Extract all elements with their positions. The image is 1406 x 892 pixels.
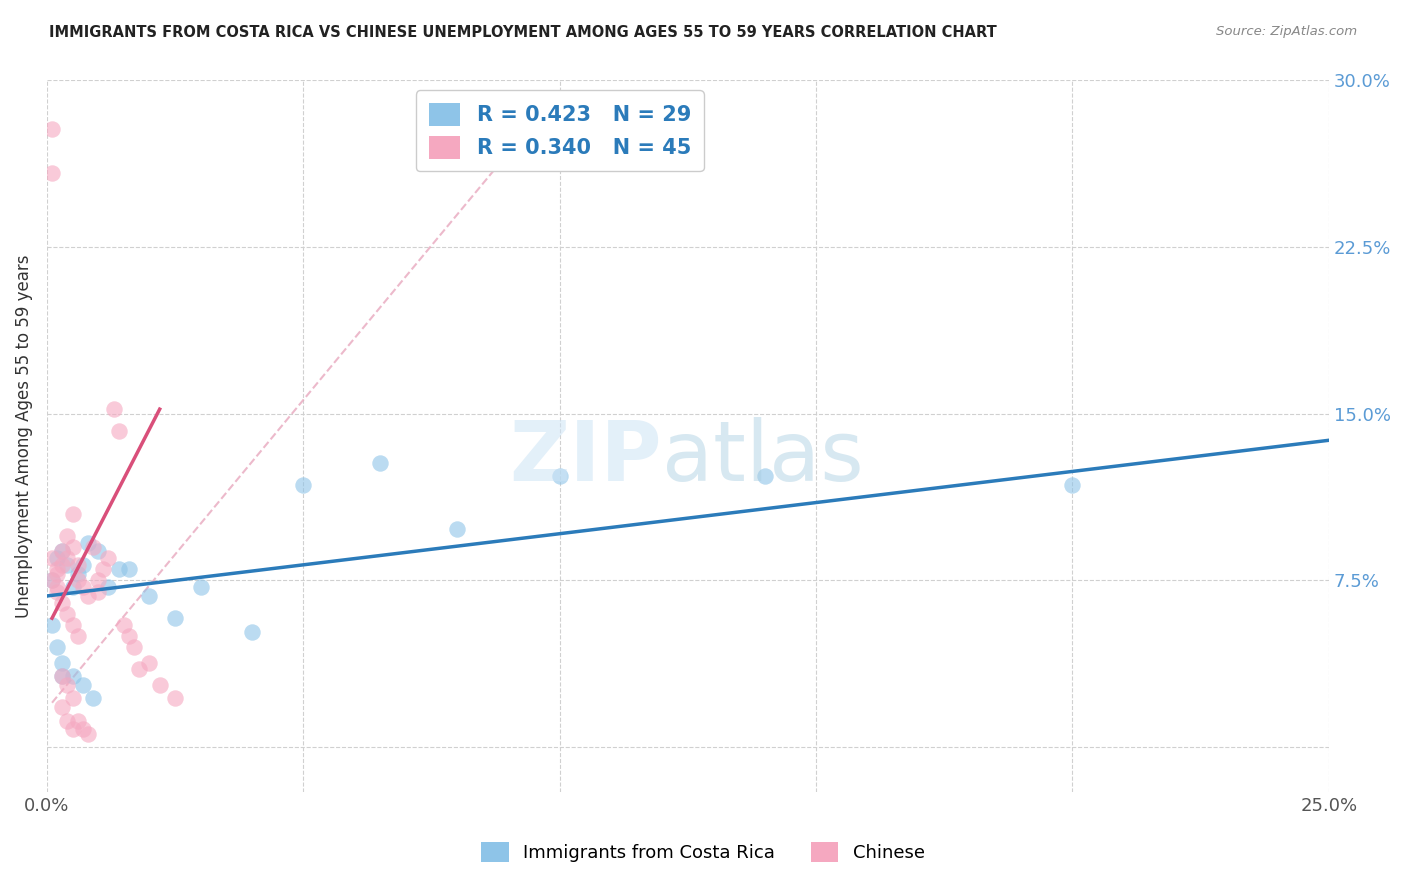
Point	[51, 656, 73, 670]
Point	[56, 607, 79, 621]
Point	[51, 596, 73, 610]
Point	[56, 678, 79, 692]
Point	[97, 551, 120, 566]
Point	[56, 529, 79, 543]
Point	[77, 535, 100, 549]
Point	[41, 574, 63, 588]
Point	[72, 558, 94, 572]
Point	[56, 551, 79, 566]
Point	[87, 544, 110, 558]
Point	[165, 691, 187, 706]
Point	[41, 618, 63, 632]
Point	[107, 562, 129, 576]
Point	[72, 678, 94, 692]
Point	[103, 402, 125, 417]
Point	[87, 584, 110, 599]
Point	[149, 678, 172, 692]
Point	[66, 714, 89, 728]
Point	[446, 522, 468, 536]
Point	[122, 640, 145, 654]
Point	[62, 618, 84, 632]
Point	[46, 566, 69, 581]
Point	[240, 624, 263, 639]
Point	[51, 669, 73, 683]
Point	[66, 558, 89, 572]
Point	[62, 540, 84, 554]
Point	[77, 589, 100, 603]
Point	[41, 551, 63, 566]
Point	[46, 584, 69, 599]
Text: IMMIGRANTS FROM COSTA RICA VS CHINESE UNEMPLOYMENT AMONG AGES 55 TO 59 YEARS COR: IMMIGRANTS FROM COSTA RICA VS CHINESE UN…	[49, 25, 997, 40]
Point	[41, 574, 63, 588]
Point	[107, 425, 129, 439]
Point	[46, 551, 69, 566]
Point	[190, 580, 212, 594]
Point	[51, 544, 73, 558]
Point	[62, 723, 84, 737]
Point	[1062, 477, 1084, 491]
Point	[51, 669, 73, 683]
Text: atlas: atlas	[662, 417, 863, 498]
Point	[77, 727, 100, 741]
Text: Source: ZipAtlas.com: Source: ZipAtlas.com	[1216, 25, 1357, 38]
Point	[46, 580, 69, 594]
Point	[56, 714, 79, 728]
Point	[62, 669, 84, 683]
Point	[118, 562, 141, 576]
Point	[41, 122, 63, 136]
Point	[51, 558, 73, 572]
Point	[292, 477, 315, 491]
Point	[56, 558, 79, 572]
Point	[51, 544, 73, 558]
Point	[62, 580, 84, 594]
Point	[754, 468, 776, 483]
Point	[72, 723, 94, 737]
Point	[368, 456, 391, 470]
Point	[112, 618, 135, 632]
Point	[46, 640, 69, 654]
Point	[72, 580, 94, 594]
Point	[62, 691, 84, 706]
Point	[82, 691, 104, 706]
Point	[97, 580, 120, 594]
Point	[165, 611, 187, 625]
Legend: R = 0.423   N = 29, R = 0.340   N = 45: R = 0.423 N = 29, R = 0.340 N = 45	[416, 90, 703, 171]
Legend: Immigrants from Costa Rica, Chinese: Immigrants from Costa Rica, Chinese	[474, 835, 932, 870]
Point	[66, 566, 89, 581]
Point	[118, 629, 141, 643]
Point	[46, 562, 69, 576]
Point	[66, 574, 89, 588]
Point	[62, 507, 84, 521]
Point	[128, 662, 150, 676]
Point	[91, 562, 114, 576]
Point	[66, 629, 89, 643]
Point	[548, 468, 571, 483]
Point	[87, 574, 110, 588]
Text: ZIP: ZIP	[510, 417, 662, 498]
Point	[41, 166, 63, 180]
Point	[82, 540, 104, 554]
Y-axis label: Unemployment Among Ages 55 to 59 years: Unemployment Among Ages 55 to 59 years	[15, 254, 32, 617]
Point	[138, 656, 160, 670]
Point	[138, 589, 160, 603]
Point	[51, 700, 73, 714]
